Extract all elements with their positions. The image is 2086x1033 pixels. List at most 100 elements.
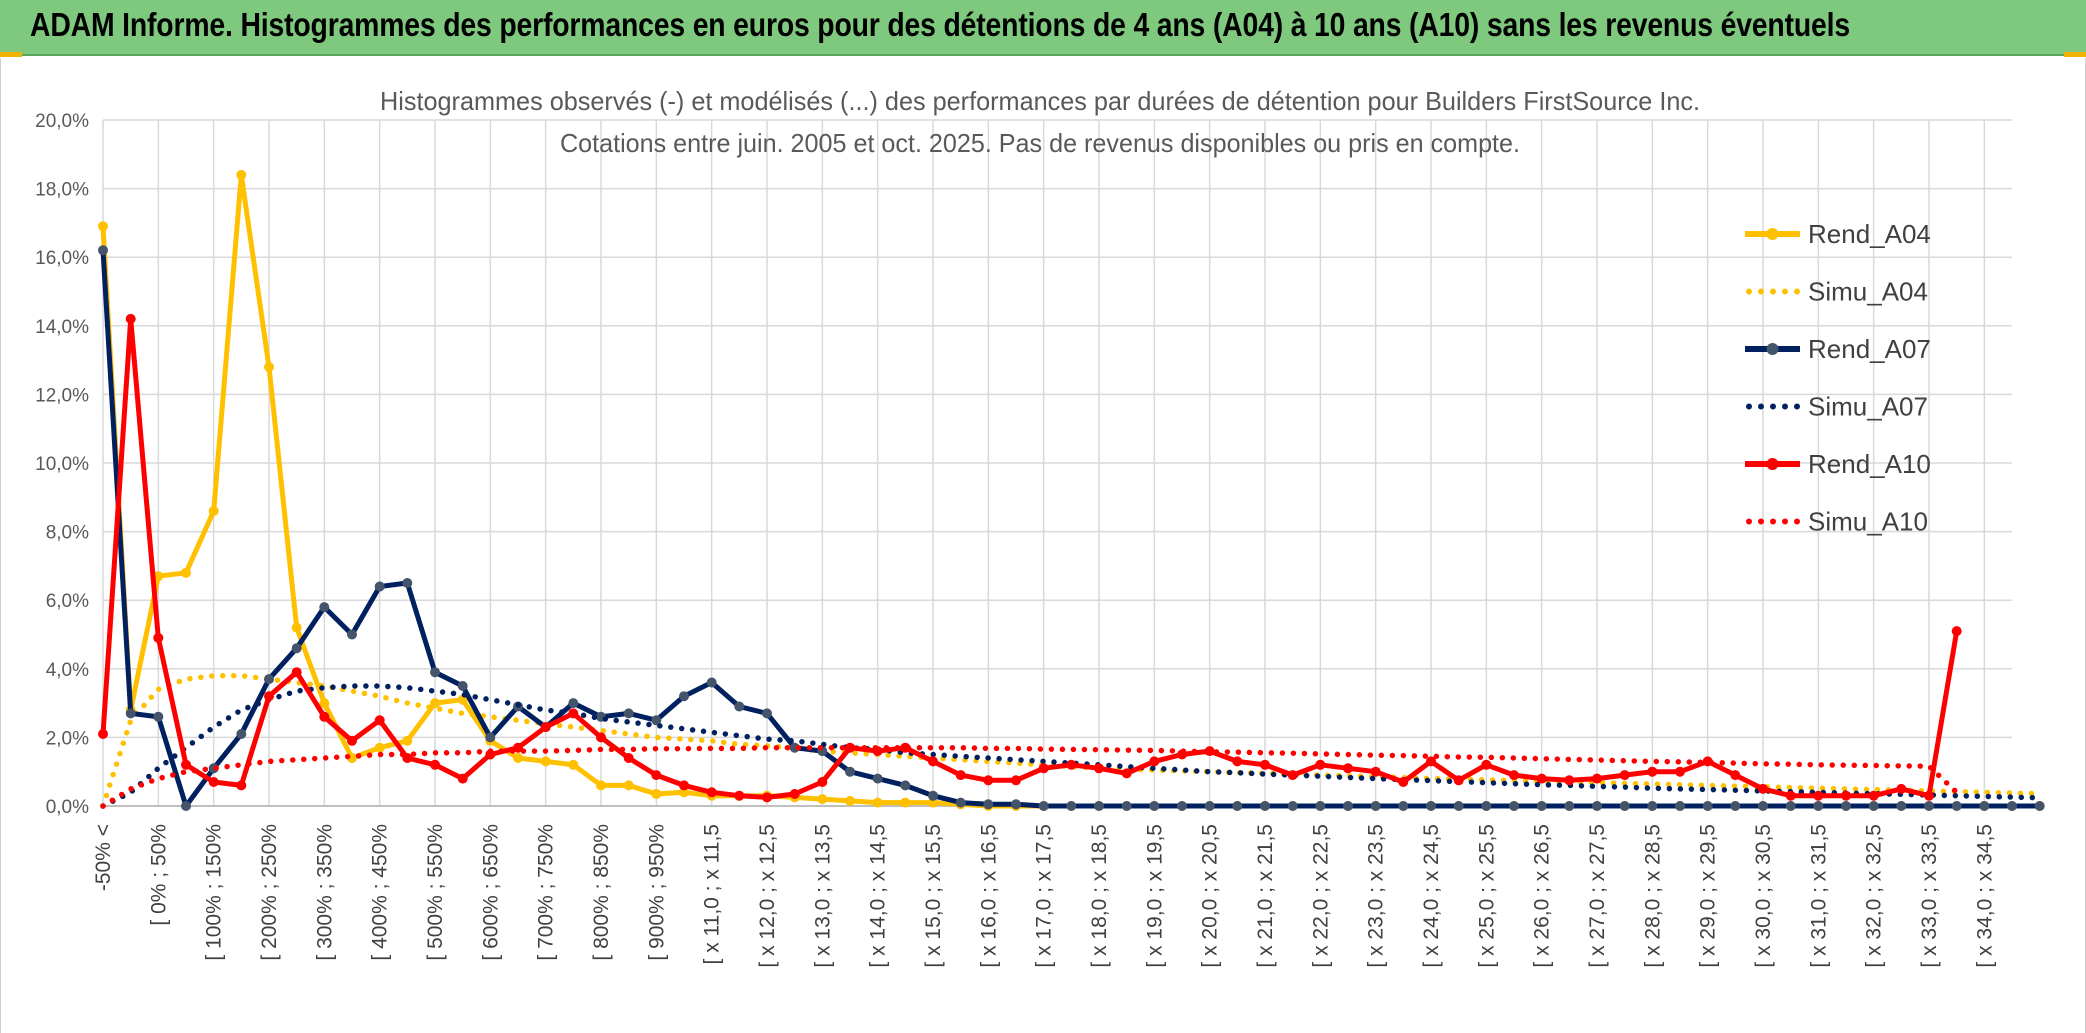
data-point [98,729,108,739]
data-point [1647,801,1658,811]
legend-item-rend_a07: Rend_A07 [1745,334,1931,364]
legend-item-rend_a10: Rend_A10 [1745,449,1931,479]
data-point [1868,790,1879,801]
data-point [1785,801,1796,811]
data-point [623,708,634,719]
data-point [651,770,662,781]
data-point [1675,801,1685,811]
data-point [1481,759,1492,770]
x-tick-label: [ x 25,0 ; x 25,5 [1475,824,1498,968]
data-point [789,789,800,799]
x-tick-label: [ x 11,0 ; x 11,5 [701,824,724,964]
x-tick-label: [ x 23,0 ; x 23,5 [1365,824,1388,968]
data-point [430,667,440,678]
data-point [1343,801,1353,811]
legend-item-rend_a04: Rend_A04 [1745,219,1931,249]
y-tick-label: 6,0% [46,591,89,612]
data-point [1315,759,1326,770]
data-point [679,780,689,791]
corner-mark-right [2064,52,2086,57]
y-tick-label: 18,0% [35,180,89,201]
page-title: ADAM Informe. Histogrammes des performan… [30,6,1850,43]
data-point [1619,770,1630,781]
data-point [1951,626,1962,637]
legend-marker [1766,343,1779,355]
x-tick-label: [ x 34,0 ; x 34,5 [1973,824,1996,968]
data-point [402,578,413,588]
data-point [1924,801,1934,811]
data-point [1370,766,1381,777]
series-line-rend_a10 [100,316,1960,800]
data-point [1094,801,1104,811]
data-point [1592,801,1602,811]
x-tick-label: [ x 28,0 ; x 28,5 [1641,824,1664,968]
x-tick-label: [ x 21,0 ; x 21,5 [1254,824,1277,968]
header-banner: ADAM Informe. Histogrammes des performan… [0,0,2086,56]
data-point [291,643,302,654]
legend-label: Simu_A04 [1808,277,1928,307]
x-tick-label: [ x 33,0 ; x 33,5 [1918,824,1941,968]
data-point [125,313,136,324]
data-point [955,770,966,781]
data-point [319,602,330,613]
series-simu_a10 [100,744,1960,809]
data-point [1481,801,1492,811]
data-point [513,742,523,753]
y-tick-label: 14,0% [35,317,89,338]
x-tick-label: [ 200% ; 250% [258,824,281,961]
data-point [1675,766,1685,777]
data-point [291,667,302,678]
data-point [1758,783,1768,794]
data-point [1177,801,1187,811]
data-point [181,567,191,578]
data-point [402,735,413,746]
data-point [1813,790,1824,801]
data-point [1730,801,1741,811]
data-point [1758,801,1768,811]
legend-label: Rend_A04 [1808,219,1931,249]
x-tick-label: [ x 19,0 ; x 19,5 [1143,824,1166,968]
data-point [208,777,219,787]
data-point [651,715,662,726]
data-point [1813,801,1824,811]
data-point [1038,763,1049,774]
data-point [900,780,911,791]
x-tick-label: [ x 13,0 ; x 13,5 [811,824,834,968]
legend-item-simu_a10: Simu_A10 [1746,507,1928,537]
legend-label: Rend_A10 [1808,449,1931,479]
data-point [1121,768,1132,779]
x-tick-label: [ x 27,0 ; x 27,5 [1586,824,1609,968]
legend-label: Simu_A07 [1808,392,1928,422]
data-point [347,629,357,640]
data-point [1896,801,1907,811]
data-point [1592,773,1602,784]
data-point [1398,801,1409,811]
x-tick-label: [ 300% ; 350% [313,824,336,961]
y-tick-label: 2,0% [46,728,89,749]
x-tick-label: [ x 31,0 ; x 31,5 [1807,824,1830,968]
x-tick-label: [ 100% ; 150% [203,824,226,961]
x-tick-label: [ 500% ; 550% [424,824,447,961]
data-point [955,797,966,808]
x-tick-label: [ x 26,0 ; x 26,5 [1531,824,1554,968]
data-point [2007,801,2017,811]
series-rend_a04 [98,169,2045,811]
data-point [1647,766,1658,777]
data-point [623,780,634,791]
y-tick-label: 10,0% [35,454,89,475]
data-point [817,794,828,805]
data-point [1951,801,1962,811]
x-tick-label: [ 0% ; 50% [147,824,170,926]
data-point [845,766,855,777]
data-point [430,759,440,770]
chart-subtitle: Cotations entre juin. 2005 et oct. 2025.… [560,128,1520,158]
data-point [319,711,330,722]
data-point [983,775,994,786]
data-point [1370,801,1381,811]
data-point [1011,799,1021,810]
data-point [928,756,938,767]
x-tick-label: [ x 15,0 ; x 15,5 [922,824,945,968]
data-point [1453,775,1464,786]
x-tick-label: [ x 18,0 ; x 18,5 [1088,824,1111,968]
y-axis: 0,0% 2,0% 4,0% 6,0% 8,0% 10,0% 12,0% 14,0% 16,0%… [35,111,89,818]
